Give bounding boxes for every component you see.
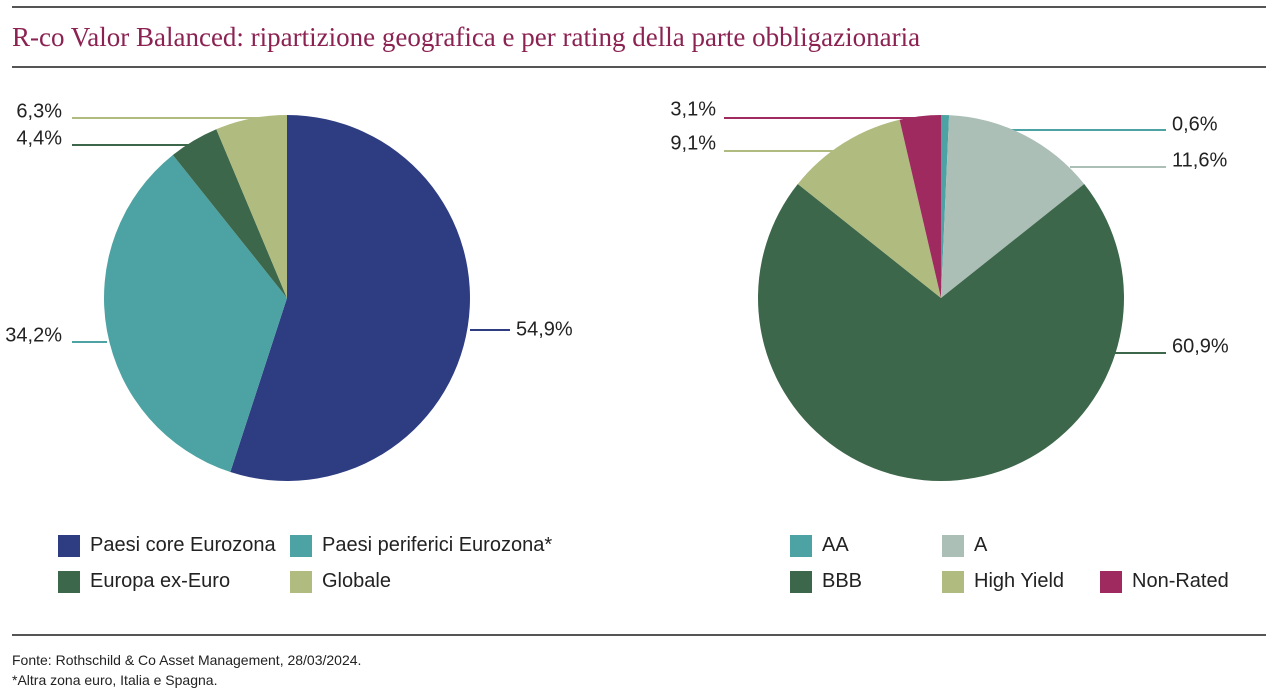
- footer: Fonte: Rothschild & Co Asset Management,…: [12, 650, 361, 690]
- legend-swatch: [58, 570, 80, 593]
- legend-swatch: [942, 570, 964, 593]
- legend-item: A: [942, 534, 987, 557]
- charts-canvas: 54,9% 34,2% 4,4% 6,3% 0,6% 11,6% 60,9% 9,1% 3,1%: [5, 98, 1229, 481]
- data-label: 9,1%: [670, 132, 716, 154]
- pie-slice: [216, 115, 287, 298]
- pie-slice: [104, 154, 287, 473]
- title-rule: [12, 66, 1266, 68]
- legend-item: Paesi periferici Eurozona*: [290, 534, 552, 557]
- pie-slice: [230, 115, 470, 481]
- data-label: 4,4%: [16, 127, 62, 149]
- pie-slice: [899, 115, 941, 298]
- legend-swatch: [790, 570, 812, 593]
- data-label: 11,6%: [1172, 149, 1227, 171]
- legend-label: Europa ex-Euro: [90, 570, 231, 592]
- pie-slice: [941, 115, 950, 298]
- data-label: 34,2%: [5, 324, 62, 346]
- legend-label: Paesi periferici Eurozona*: [322, 534, 553, 556]
- legend-swatch: [290, 570, 312, 593]
- legend-swatch: [942, 534, 964, 557]
- legend-label: High Yield: [974, 570, 1065, 592]
- legend-label: BBB: [822, 570, 863, 592]
- legend-item: BBB: [790, 570, 862, 593]
- legend-item: High Yield: [942, 570, 1064, 593]
- legend-item: Europa ex-Euro: [58, 570, 230, 593]
- pie-slice: [757, 184, 1124, 481]
- legend-item: Non-Rated: [1100, 570, 1229, 593]
- pie-chart-1: 54,9% 34,2% 4,4% 6,3%: [5, 100, 573, 481]
- legend-item: AA: [790, 534, 849, 557]
- data-label: 54,9%: [516, 318, 573, 340]
- source-note: Fonte: Rothschild & Co Asset Management,…: [12, 652, 362, 668]
- legend-swatch: [790, 534, 812, 557]
- legend-label: Paesi core Eurozona: [90, 534, 276, 556]
- footnote: *Altra zona euro, Italia e Spagna.: [12, 672, 218, 688]
- legend-label: AA: [822, 534, 849, 556]
- legend-swatch: [58, 534, 80, 557]
- data-label: 6,3%: [16, 100, 62, 122]
- pie-chart-2: 0,6% 11,6% 60,9% 9,1% 3,1%: [670, 98, 1229, 481]
- legend-item: Paesi core Eurozona: [58, 534, 276, 557]
- footer-rule: [12, 634, 1266, 636]
- legend-label: A: [974, 534, 988, 556]
- pie-slice: [172, 129, 287, 298]
- top-rule: [12, 6, 1266, 8]
- legend-swatch: [290, 534, 312, 557]
- chart-title: R-co Valor Balanced: ripartizione geogra…: [12, 22, 921, 52]
- data-label: 60,9%: [1172, 335, 1229, 357]
- legend-label: Globale: [322, 570, 391, 592]
- legend-item: Globale: [290, 570, 391, 593]
- pie-slice: [941, 115, 1085, 299]
- legend-label: Non-Rated: [1132, 570, 1229, 592]
- data-label: 0,6%: [1172, 113, 1218, 135]
- legend-swatch: [1100, 570, 1122, 593]
- pie-slice: [797, 119, 941, 298]
- data-label: 3,1%: [670, 98, 716, 120]
